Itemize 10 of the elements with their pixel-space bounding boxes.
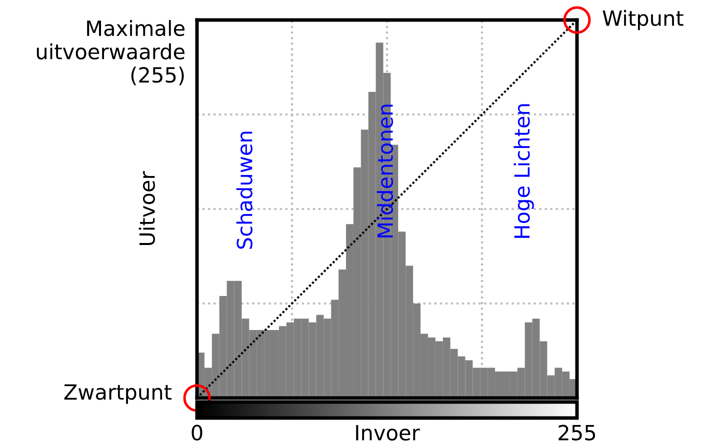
annotation: Schaduwen (236, 132, 252, 249)
annotation: Middentonen (376, 104, 394, 238)
x-axis-title: Invoer (356, 425, 420, 441)
annotation: Witpunt (602, 10, 684, 30)
text: Maximale uitvoerwaarde (255) (36, 20, 184, 86)
annotation: Hoge Lichten (514, 104, 534, 238)
x-tick-label: 255 (558, 424, 596, 441)
x-tick-label: 0 (192, 424, 202, 441)
annotation: Zwartpunt (64, 384, 172, 404)
y-axis-title: Uitvoer (138, 171, 155, 246)
